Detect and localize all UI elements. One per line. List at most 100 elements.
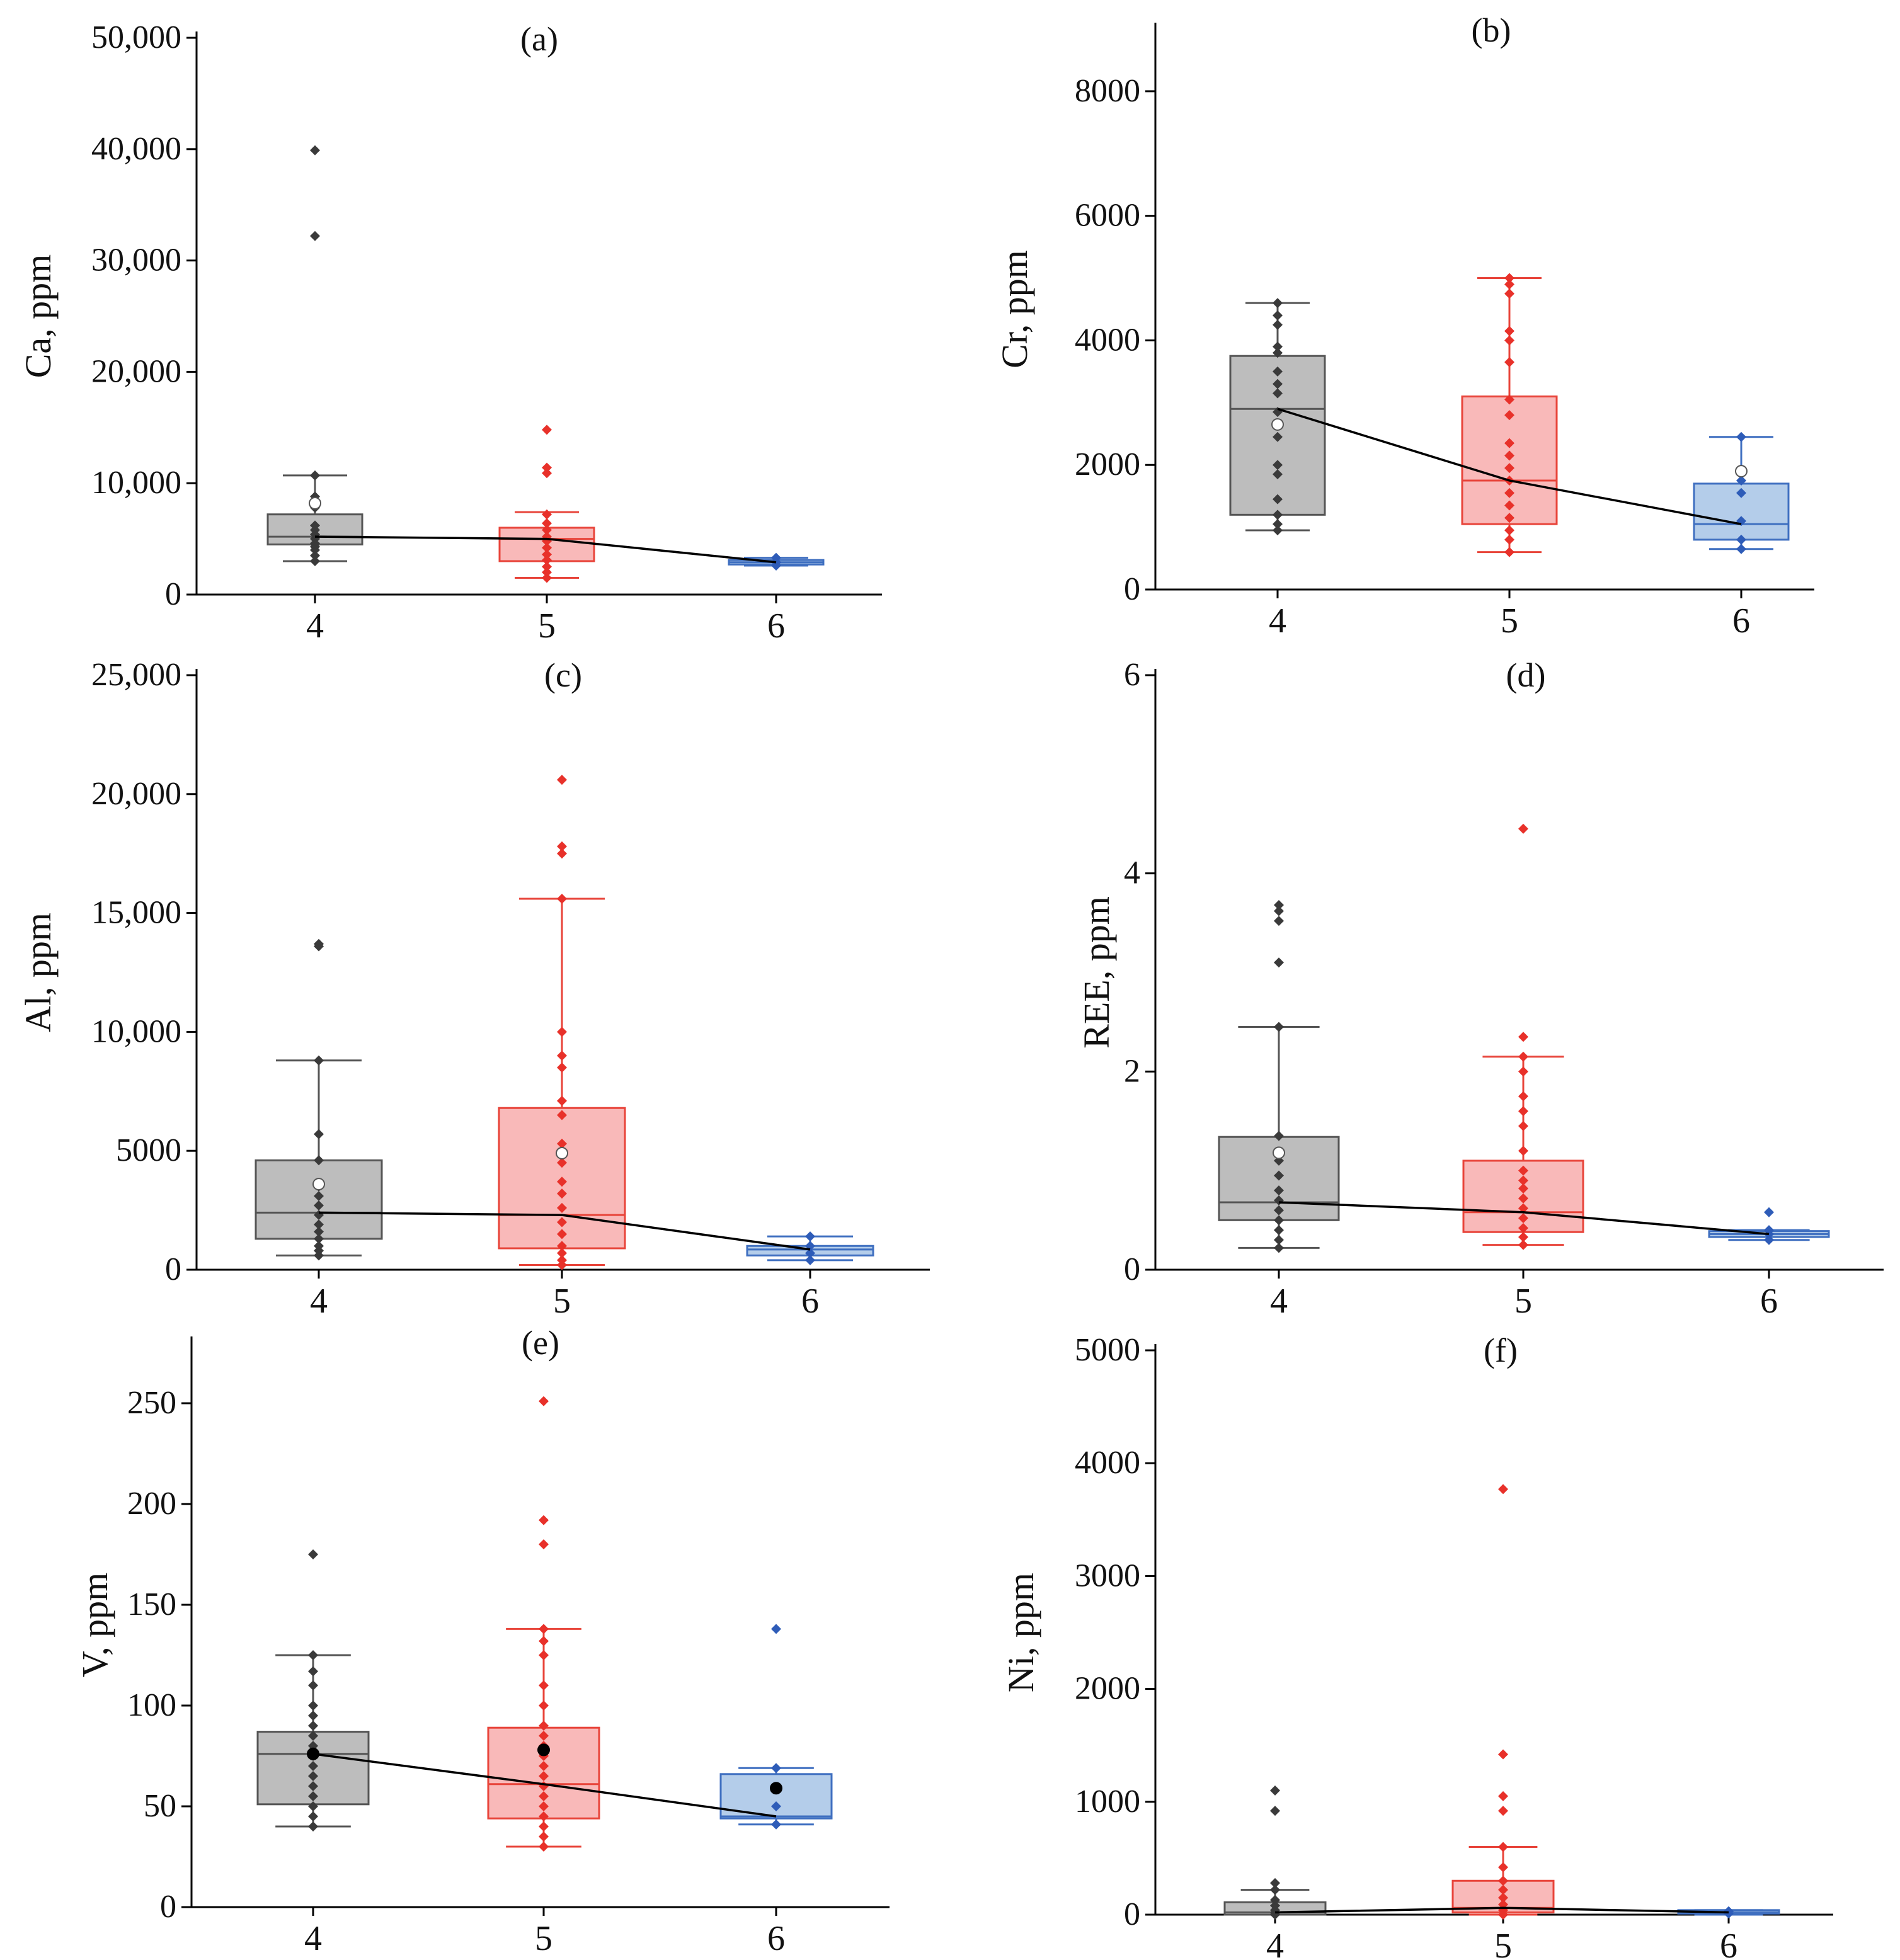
- data-point: [1518, 1213, 1528, 1224]
- data-point: [308, 1680, 318, 1690]
- data-point: [542, 561, 552, 572]
- y-tick-label: 30,000: [91, 242, 181, 278]
- data-point: [1270, 1894, 1280, 1905]
- data-point: [557, 1138, 567, 1149]
- data-point: [542, 567, 552, 578]
- data-point: [557, 1051, 567, 1061]
- data-point: [1736, 475, 1746, 486]
- x-tick-label: 4: [310, 1282, 328, 1321]
- data-point: [539, 1396, 549, 1406]
- data-point: [310, 470, 320, 481]
- data-point: [1518, 1032, 1528, 1042]
- x-tick-label: 5: [1501, 601, 1518, 641]
- data-point: [310, 520, 320, 531]
- data-point: [542, 468, 552, 479]
- data-point: [1504, 450, 1514, 461]
- data-point: [1518, 1175, 1528, 1186]
- data-point: [1273, 298, 1283, 309]
- data-point: [314, 1241, 324, 1251]
- data-point: [1273, 348, 1283, 358]
- data-point: [308, 1549, 318, 1559]
- y-tick-label: 5000: [1075, 1332, 1140, 1368]
- data-point: [542, 549, 552, 560]
- panel-label: (b): [1472, 11, 1511, 49]
- data-point: [1504, 273, 1514, 283]
- data-point: [805, 1255, 815, 1265]
- data-point: [1273, 341, 1283, 352]
- data-point: [1518, 823, 1528, 834]
- data-point: [314, 938, 324, 949]
- data-point: [1274, 1205, 1284, 1216]
- panel-a: 0 10,000 20,000 30,000 40,000 50,000 4 5 6 (a) Ca,…: [18, 20, 882, 646]
- y-tick-label: 250: [127, 1385, 176, 1421]
- data-point: [1274, 1185, 1284, 1196]
- box-series-6: [1693, 431, 1790, 554]
- data-point: [1270, 1806, 1280, 1816]
- data-point: [771, 1819, 781, 1830]
- data-point: [539, 1650, 549, 1660]
- data-point: [1498, 1862, 1508, 1872]
- y-tick-label: 50,000: [91, 20, 181, 55]
- data-point: [1498, 1806, 1508, 1816]
- data-point: [1274, 1234, 1284, 1245]
- x-tick-label: 6: [767, 1919, 785, 1958]
- data-point: [1736, 544, 1746, 554]
- y-tick-label: 20,000: [91, 353, 181, 389]
- data-point: [542, 525, 552, 535]
- data-point: [1273, 431, 1283, 442]
- data-point: [310, 231, 320, 241]
- data-point: [1273, 310, 1283, 321]
- data-point: [805, 1248, 815, 1258]
- panel-label: (a): [520, 20, 558, 58]
- data-point: [771, 552, 781, 563]
- y-tick-label: 25,000: [91, 657, 181, 693]
- data-point: [557, 1177, 567, 1187]
- y-tick-label: 3000: [1075, 1558, 1140, 1593]
- data-point: [1518, 1066, 1528, 1077]
- panel-b: 0 2000 4000 6000 8000 4 5 6 (b) Cr, ppm: [994, 11, 1814, 641]
- data-point: [1274, 1131, 1284, 1141]
- panel-c: 0 5000 10,000 15,000 20,000 25,000 4 5 6 (c) Al, p…: [18, 656, 930, 1321]
- data-point: [1518, 1239, 1528, 1250]
- data-point: [1736, 487, 1746, 498]
- panel-d: 0 2 4 6 4 5 6 (d) REE, ppm: [1076, 656, 1884, 1321]
- data-point: [308, 1711, 318, 1721]
- data-point: [1518, 1051, 1528, 1062]
- data-point: [1504, 288, 1514, 299]
- data-point: [1518, 1106, 1528, 1117]
- data-point: [1270, 1877, 1280, 1888]
- data-point: [308, 1781, 318, 1791]
- data-point: [1518, 1091, 1528, 1102]
- data-point: [1274, 1243, 1284, 1253]
- mean-marker: [1273, 1146, 1285, 1159]
- data-point: [539, 1791, 549, 1801]
- data-point: [1504, 279, 1514, 290]
- y-tick-label: 0: [165, 576, 181, 612]
- mean-marker: [1271, 418, 1284, 431]
- data-point: [539, 1701, 549, 1711]
- y-tick-label: 2000: [1075, 447, 1140, 482]
- data-point: [1273, 494, 1283, 504]
- box-series-4: [256, 1549, 370, 1832]
- data-point: [557, 848, 567, 859]
- median-trend-line: [312, 1753, 777, 1818]
- data-point: [314, 1200, 324, 1211]
- x-tick-label: 4: [1270, 1282, 1288, 1321]
- data-point: [1518, 1120, 1528, 1131]
- median-trend-line: [1274, 1906, 1729, 1914]
- data-point: [771, 1763, 781, 1774]
- y-tick-label: 0: [160, 1889, 176, 1925]
- box-series-4: [255, 938, 383, 1261]
- y-axis-title: V, ppm: [74, 1573, 115, 1678]
- data-point: [542, 509, 552, 520]
- x-tick-label: 5: [535, 1919, 552, 1958]
- y-tick-label: 20,000: [91, 776, 181, 812]
- x-tick-label: 6: [1732, 601, 1750, 641]
- y-axis-title: Al, ppm: [18, 913, 59, 1032]
- box-series-4: [1229, 298, 1326, 536]
- data-point: [539, 1771, 549, 1781]
- data-point: [542, 573, 552, 583]
- data-point: [1274, 900, 1284, 911]
- data-point: [1504, 357, 1514, 368]
- data-point: [557, 1158, 567, 1168]
